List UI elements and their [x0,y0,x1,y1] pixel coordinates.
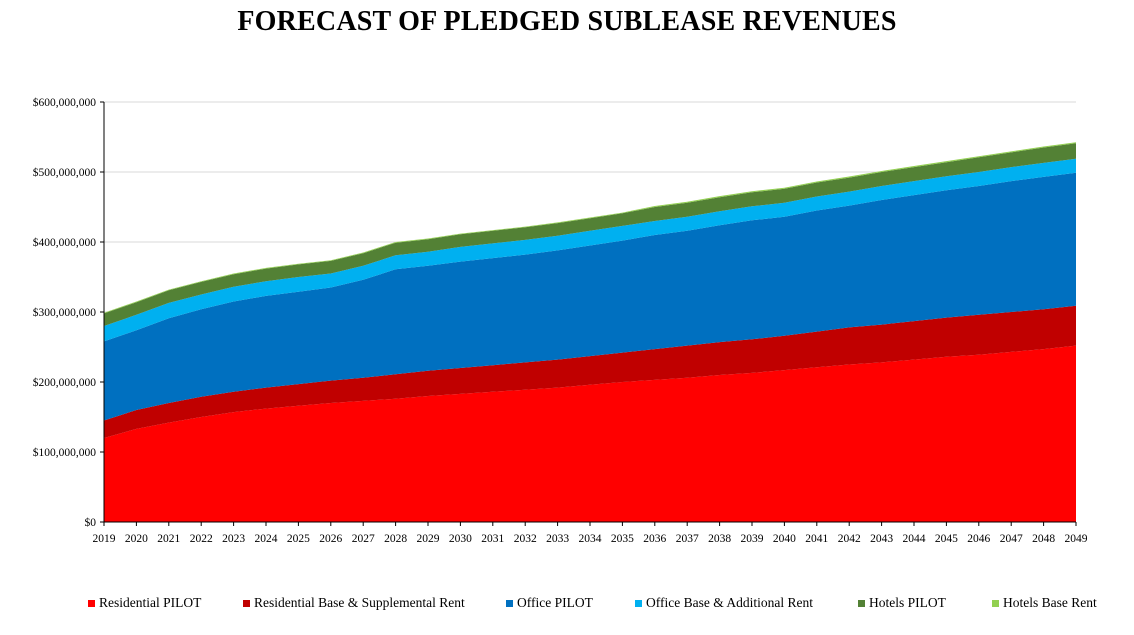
legend-label: Hotels PILOT [869,595,947,610]
legend-swatch [635,600,642,607]
legend-label: Office PILOT [517,595,594,610]
x-tick-label: 2030 [449,533,472,545]
x-tick-label: 2026 [319,533,342,545]
x-tick-label: 2031 [481,533,504,545]
series-area-residential-base-supplemental-rent [104,305,1076,438]
x-tick-label: 2028 [384,533,407,545]
x-tick-label: 2022 [190,533,213,545]
x-tick-label: 2019 [93,533,116,545]
y-tick-label: $300,000,000 [33,306,97,319]
axes: $0 $100,000,000 $200,000,000 $300,000,000 $4… [33,96,1088,545]
series-area-office-base-additional-rent [104,158,1076,342]
y-tick-label: $500,000,000 [33,166,97,179]
x-tick-label: 2038 [708,533,731,545]
x-tick-label: 2045 [935,533,958,545]
x-tick-label: 2044 [903,533,926,545]
legend-label: Hotels Base Rent [1003,595,1097,610]
x-tick-label: 2029 [417,533,440,545]
x-tick-label: 2034 [579,533,602,545]
series-area-office-pilot [104,172,1076,421]
x-tick-label: 2035 [611,533,634,545]
x-tick-label: 2032 [514,533,537,545]
x-tick-label: 2041 [805,533,828,545]
x-tick-label: 2033 [546,533,569,545]
x-tick-label: 2024 [255,533,278,545]
x-tick-label: 2025 [287,533,310,545]
x-tick-label: 2047 [1000,533,1023,545]
legend-label: Residential Base & Supplemental Rent [254,595,465,610]
y-tick-label: $0 [85,516,97,529]
legend-label: Office Base & Additional Rent [646,595,813,610]
y-tick-label: $400,000,000 [33,236,97,249]
area-series-group [104,142,1076,522]
x-tick-label: 2020 [125,533,148,545]
chart-title: FORECAST OF PLEDGED SUBLEASE REVENUES [237,6,897,37]
legend-swatch [243,600,250,607]
x-tick-label: 2046 [967,533,990,545]
legend-swatch [992,600,999,607]
legend-swatch [506,600,513,607]
x-tick-label: 2039 [741,533,764,545]
legend: Residential PILOT Residential Base & Supp… [88,595,1097,610]
legend-swatch [88,600,95,607]
legend-swatch [858,600,865,607]
x-tick-label: 2027 [352,533,375,545]
y-tick-label: $100,000,000 [33,446,97,459]
x-tick-label: 2049 [1065,533,1088,545]
y-tick-label: $600,000,000 [33,96,97,109]
x-tick-label: 2021 [157,533,180,545]
x-tick-label: 2042 [838,533,861,545]
x-tick-label: 2040 [773,533,796,545]
legend-label: Residential PILOT [99,595,202,610]
x-tick-label: 2043 [870,533,893,545]
x-tick-label: 2048 [1032,533,1055,545]
x-tick-label: 2037 [676,533,699,545]
y-tick-label: $200,000,000 [33,376,97,389]
series-area-hotels-pilot [104,143,1076,326]
series-area-residential-pilot [104,345,1076,522]
x-tick-label: 2036 [643,533,666,545]
x-tick-label: 2023 [222,533,245,545]
